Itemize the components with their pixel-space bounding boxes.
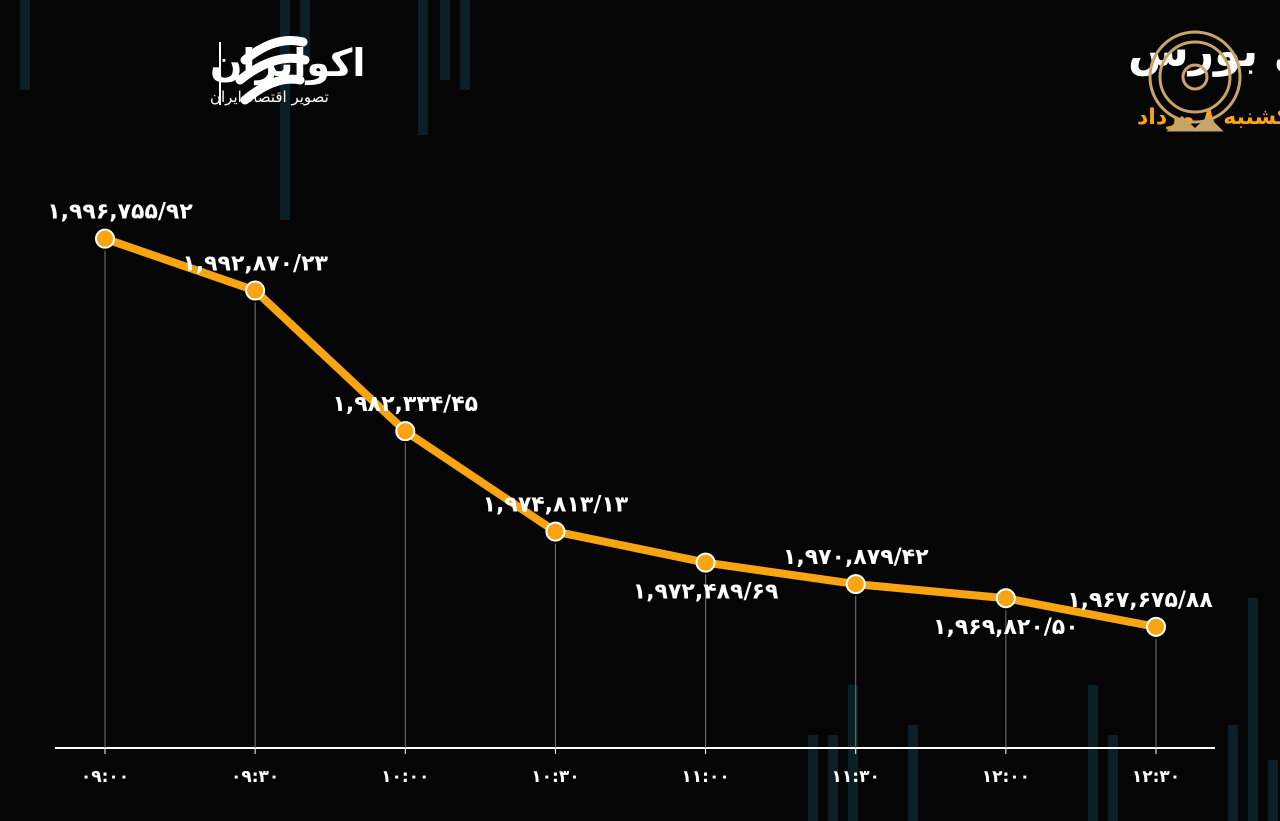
point xyxy=(245,280,266,301)
point xyxy=(695,552,716,573)
background-decoration xyxy=(20,0,1278,821)
brand-logo xyxy=(235,35,310,105)
point xyxy=(95,228,115,249)
value-label: ۱,۹۷۰,۸۷۹/۴۲ xyxy=(783,545,929,570)
x-tick-label: ۰۹:۳۰ xyxy=(231,767,279,787)
point xyxy=(995,588,1016,609)
line xyxy=(103,234,1157,631)
x-tick-label: ۱۰:۰۰ xyxy=(381,767,429,787)
x-tick-label: ۱۲:۰۰ xyxy=(982,767,1030,787)
point xyxy=(845,574,866,595)
x-tick-label: ۰۹:۰۰ xyxy=(81,767,129,787)
value-label: ۱,۹۷۴,۸۱۳/۱۳ xyxy=(483,493,629,518)
point xyxy=(395,421,416,442)
emblem xyxy=(1148,30,1242,133)
value-label: ۱,۹۶۷,۶۷۵/۸۸ xyxy=(1067,588,1213,613)
point xyxy=(545,521,566,542)
x-tick-label: ۱۲:۳۰ xyxy=(1132,767,1180,787)
point xyxy=(1146,616,1166,637)
value-label: ۱,۹۹۲,۸۷۰/۲۳ xyxy=(182,252,328,277)
x-tick-label: ۱۰:۳۰ xyxy=(531,767,579,787)
brand-tagline: تصویر اقتصاد ایران xyxy=(210,88,329,106)
x-tick-label: ۱۱:۰۰ xyxy=(681,767,729,787)
value-label: ۱,۹۹۶,۷۵۵/۹۲ xyxy=(47,200,193,225)
value-label: ۱,۹۷۲,۴۸۹/۶۹ xyxy=(633,580,779,605)
value-label: ۱,۹۸۲,۳۳۴/۴۵ xyxy=(332,392,478,417)
x-tick-label: ۱۱:۳۰ xyxy=(832,767,880,787)
value-label: ۱,۹۶۹,۸۲۰/۵۰ xyxy=(933,615,1079,640)
